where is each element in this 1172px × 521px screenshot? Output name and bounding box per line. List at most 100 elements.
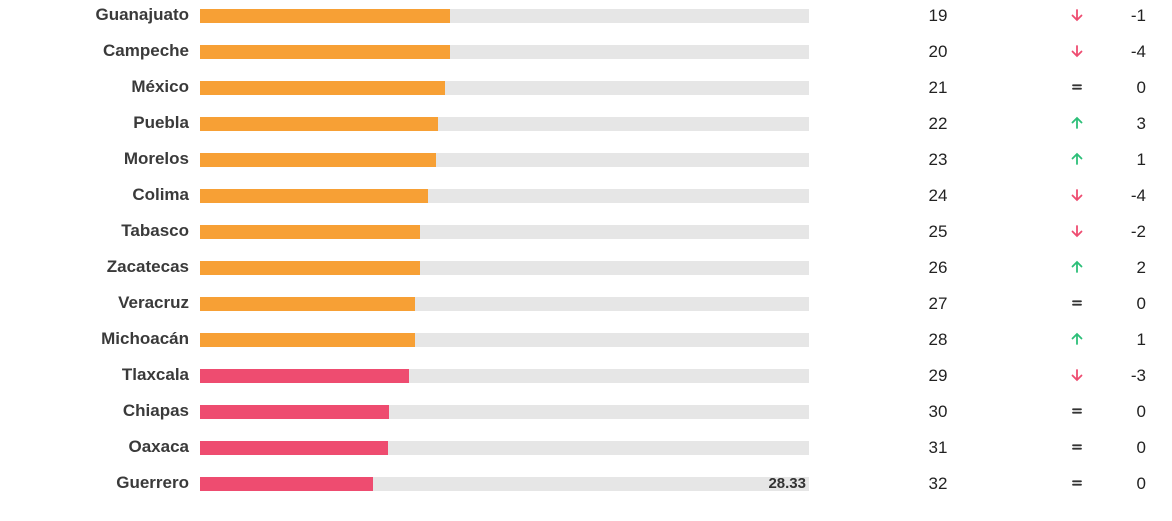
table-row: Guanajuato 19 -1 — [0, 0, 1172, 35]
arrow-up-icon — [1062, 326, 1092, 352]
value-label: 28.33 — [768, 475, 806, 492]
state-label: México — [131, 77, 189, 96]
table-row: Colima 24 -4 — [0, 179, 1172, 215]
change-value: -4 — [1130, 186, 1146, 205]
state-label: Puebla — [133, 113, 189, 132]
table-row: México 21 0 — [0, 71, 1172, 107]
rank-value: 21 — [928, 78, 948, 97]
state-label: Chiapas — [122, 401, 189, 420]
arrow-down-icon — [1062, 2, 1092, 28]
rank-value: 23 — [928, 150, 948, 169]
state-label: Guanajuato — [95, 5, 189, 24]
state-label: Tlaxcala — [121, 365, 189, 384]
rank-value: 20 — [928, 42, 948, 61]
bar — [200, 81, 445, 95]
state-label: Oaxaca — [128, 437, 190, 456]
change-value: 1 — [1136, 150, 1146, 169]
bar-track — [200, 369, 809, 383]
equal-icon — [1062, 398, 1092, 424]
rank-value: 25 — [928, 222, 948, 241]
bar-track — [200, 225, 809, 239]
change-value: 0 — [1136, 474, 1146, 493]
change-value: -4 — [1130, 42, 1146, 61]
bar-track — [200, 333, 809, 347]
equal-icon — [1062, 290, 1092, 316]
arrow-up-icon — [1062, 110, 1092, 136]
bar-track — [200, 117, 809, 131]
rank-value: 22 — [928, 114, 948, 133]
state-label: Morelos — [123, 149, 189, 168]
bar-track — [200, 81, 809, 95]
equal-icon — [1062, 470, 1092, 496]
table-row: Chiapas 30 0 — [0, 395, 1172, 431]
state-label: Veracruz — [118, 293, 189, 312]
bar-track — [200, 297, 809, 311]
bar — [200, 9, 450, 23]
bar-track — [200, 261, 809, 275]
bar — [200, 441, 388, 455]
table-row: Oaxaca 31 0 — [0, 431, 1172, 467]
bar — [200, 369, 410, 383]
bar — [200, 153, 436, 167]
state-label: Guerrero — [116, 473, 189, 492]
arrow-up-icon — [1062, 146, 1092, 172]
rank-value: 28 — [928, 330, 948, 349]
state-label: Campeche — [103, 41, 189, 60]
table-row: Zacatecas 26 2 — [0, 251, 1172, 287]
state-label: Zacatecas — [106, 257, 189, 276]
change-value: -3 — [1130, 366, 1146, 385]
change-value: 0 — [1136, 438, 1146, 457]
bar — [200, 477, 373, 491]
table-row: Veracruz 27 0 — [0, 287, 1172, 323]
change-value: 3 — [1136, 114, 1146, 133]
table-row: Puebla 22 3 — [0, 107, 1172, 143]
bar-track — [200, 405, 809, 419]
arrow-down-icon — [1062, 38, 1092, 64]
arrow-down-icon — [1062, 182, 1092, 208]
arrow-down-icon — [1062, 362, 1092, 388]
state-label: Tabasco — [121, 221, 189, 240]
state-label: Colima — [132, 185, 189, 204]
table-row: Campeche 20 -4 — [0, 35, 1172, 71]
change-value: 0 — [1136, 402, 1146, 421]
bar-track — [200, 441, 809, 455]
bar-track: 28.33 — [200, 475, 809, 492]
rank-value: 26 — [928, 258, 948, 277]
bar-track — [200, 153, 809, 167]
bar — [200, 405, 389, 419]
equal-icon — [1062, 74, 1092, 100]
bar — [200, 225, 421, 239]
table-row: Morelos 23 1 — [0, 143, 1172, 179]
rank-value: 30 — [928, 402, 948, 421]
bar-track — [200, 45, 809, 59]
bar — [200, 189, 429, 203]
rank-value: 19 — [928, 6, 948, 25]
change-value: -1 — [1130, 6, 1146, 25]
bar — [200, 261, 421, 275]
rank-value: 31 — [928, 438, 948, 457]
table-row: Guerrero 28.33 32 0 — [0, 467, 1172, 503]
table-row: Michoacán 28 1 — [0, 323, 1172, 359]
bar-track — [200, 189, 809, 203]
bar — [200, 117, 439, 131]
rank-value: 32 — [928, 474, 948, 493]
change-value: 0 — [1136, 294, 1146, 313]
arrow-up-icon — [1062, 254, 1092, 280]
bar — [200, 297, 415, 311]
state-label: Michoacán — [101, 329, 189, 348]
change-value: 1 — [1136, 330, 1146, 349]
bar — [200, 333, 415, 347]
change-value: -2 — [1130, 222, 1146, 241]
table-row: Tabasco 25 -2 — [0, 215, 1172, 251]
bar-track — [200, 9, 809, 23]
arrow-down-icon — [1062, 218, 1092, 244]
table-row: Tlaxcala 29 -3 — [0, 359, 1172, 395]
change-value: 0 — [1136, 78, 1146, 97]
equal-icon — [1062, 434, 1092, 460]
bar — [200, 45, 450, 59]
change-value: 2 — [1136, 258, 1146, 277]
rank-value: 29 — [928, 366, 948, 385]
rank-value: 24 — [928, 186, 948, 205]
rank-value: 27 — [928, 294, 948, 313]
